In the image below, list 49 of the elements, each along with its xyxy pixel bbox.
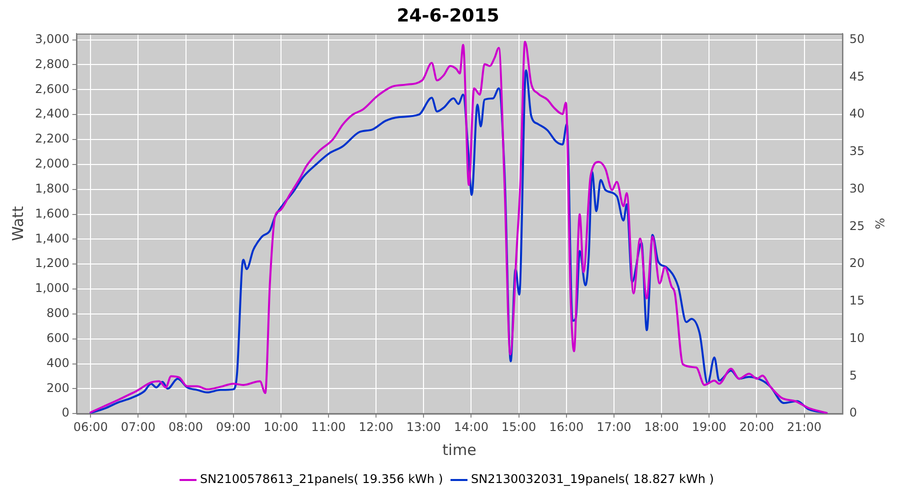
y-tick-label: 2,000	[34, 156, 70, 171]
x-tick-label: 12:00	[358, 420, 394, 434]
y-tick-label: 2,400	[34, 106, 70, 121]
x-tick-label: 14:00	[454, 420, 489, 434]
x-tick-label: 19:00	[692, 420, 726, 434]
y2-tick-label: 35	[849, 144, 865, 158]
y2-tick-label: 40	[849, 106, 865, 121]
x-tick-label: 15:00	[502, 420, 536, 434]
y-tick-label: 3,000	[34, 32, 70, 46]
y2-tick-label: 30	[849, 181, 865, 196]
y-tick-label: 0	[62, 406, 70, 420]
x-tick-label: 07:00	[120, 420, 156, 434]
x-axis-title: time	[442, 440, 476, 459]
x-tick-label: 17:00	[596, 420, 632, 434]
y-tick-label: 1,200	[34, 256, 70, 270]
x-tick-label: 09:00	[216, 420, 251, 434]
legend-label: SN2130032031_19panels( 18.827 kWh )	[471, 472, 714, 486]
y-axis-title: Watt	[8, 206, 27, 242]
x-tick-label: 10:00	[264, 420, 298, 434]
y-tick-label: 2,600	[34, 82, 70, 96]
x-tick-label: 18:00	[644, 420, 679, 434]
y2-tick-label: 10	[849, 330, 865, 345]
x-tick-label: 13:00	[406, 420, 441, 434]
y-tick-label: 1,000	[34, 281, 70, 296]
x-tick-label: 06:00	[73, 420, 108, 434]
y2-tick-label: 15	[849, 294, 865, 308]
x-tick-label: 21:00	[786, 420, 822, 434]
x-tick-label: 11:00	[311, 420, 346, 434]
x-tick-label: 20:00	[739, 420, 774, 434]
y-tick-label: 400	[46, 356, 70, 370]
y-tick-label: 1,600	[34, 206, 70, 220]
chart-title: 24-6-2015	[396, 5, 500, 26]
y2-axis-title: %	[872, 218, 887, 230]
y2-tick-label: 0	[849, 406, 857, 420]
y-tick-label: 600	[46, 330, 70, 345]
legend-label: SN2100578613_21panels( 19.356 kWh )	[200, 472, 444, 486]
y-tick-label: 1,800	[34, 181, 70, 196]
y2-tick-label: 45	[849, 69, 865, 84]
y-tick-label: 2,800	[34, 56, 70, 71]
y2-tick-label: 50	[849, 32, 865, 46]
y2-tick-label: 25	[849, 218, 865, 233]
y-tick-label: 2,200	[34, 132, 70, 146]
x-tick-label: 16:00	[549, 420, 584, 434]
y-tick-label: 800	[46, 306, 70, 320]
y2-tick-label: 20	[849, 256, 865, 270]
x-tick-label: 08:00	[168, 420, 204, 434]
y-tick-label: 200	[46, 380, 70, 395]
y-tick-label: 1,400	[34, 231, 70, 246]
y2-tick-label: 5	[849, 368, 857, 382]
